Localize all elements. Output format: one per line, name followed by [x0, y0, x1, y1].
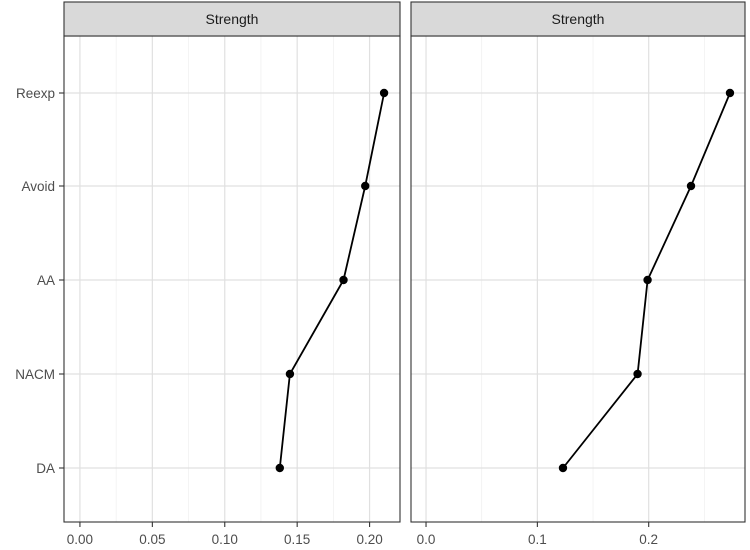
panel-1: Strength 0.00 0.05 0.10 0.15 0.20 DA NACM AA Avoi… — [15, 1, 401, 547]
chart-panels: Strength 0.00 0.05 0.10 0.15 0.20 DA NACM AA Avoi… — [15, 1, 746, 547]
x-tick-label: 0.0 — [417, 532, 436, 547]
y-tick-label: Avoid — [21, 179, 55, 194]
strip-label: Strength — [552, 11, 605, 27]
strip-background — [410, 1, 746, 37]
point-da — [275, 463, 284, 473]
strip-label: Strength — [206, 11, 259, 27]
plot-background — [64, 36, 400, 522]
x-tick-label: 0.05 — [139, 532, 165, 547]
point-nacm — [633, 369, 642, 379]
point-aa — [339, 275, 348, 285]
x-tick-label: 0.1 — [528, 532, 547, 547]
x-tick-label: 0.15 — [284, 532, 310, 547]
x-tick-label: 0.10 — [212, 532, 238, 547]
plot-background — [411, 36, 745, 522]
y-tick-label: DA — [36, 461, 55, 476]
point-da — [558, 463, 568, 473]
panel-2: Strength 0.0 0.1 0.2 — [410, 1, 746, 547]
y-tick-label: AA — [37, 273, 55, 288]
x-tick-label: 0.20 — [356, 532, 382, 547]
point-avoid — [361, 181, 370, 191]
x-tick-label: 0.00 — [67, 532, 93, 547]
point-reexp — [725, 88, 735, 98]
point-avoid — [686, 181, 696, 191]
y-tick-label: Reexp — [16, 86, 55, 101]
strip-background — [63, 1, 401, 37]
point-aa — [643, 275, 652, 285]
point-nacm — [285, 369, 295, 379]
y-tick-label: NACM — [15, 367, 55, 382]
x-tick-label: 0.2 — [639, 532, 658, 547]
point-reexp — [379, 88, 389, 98]
